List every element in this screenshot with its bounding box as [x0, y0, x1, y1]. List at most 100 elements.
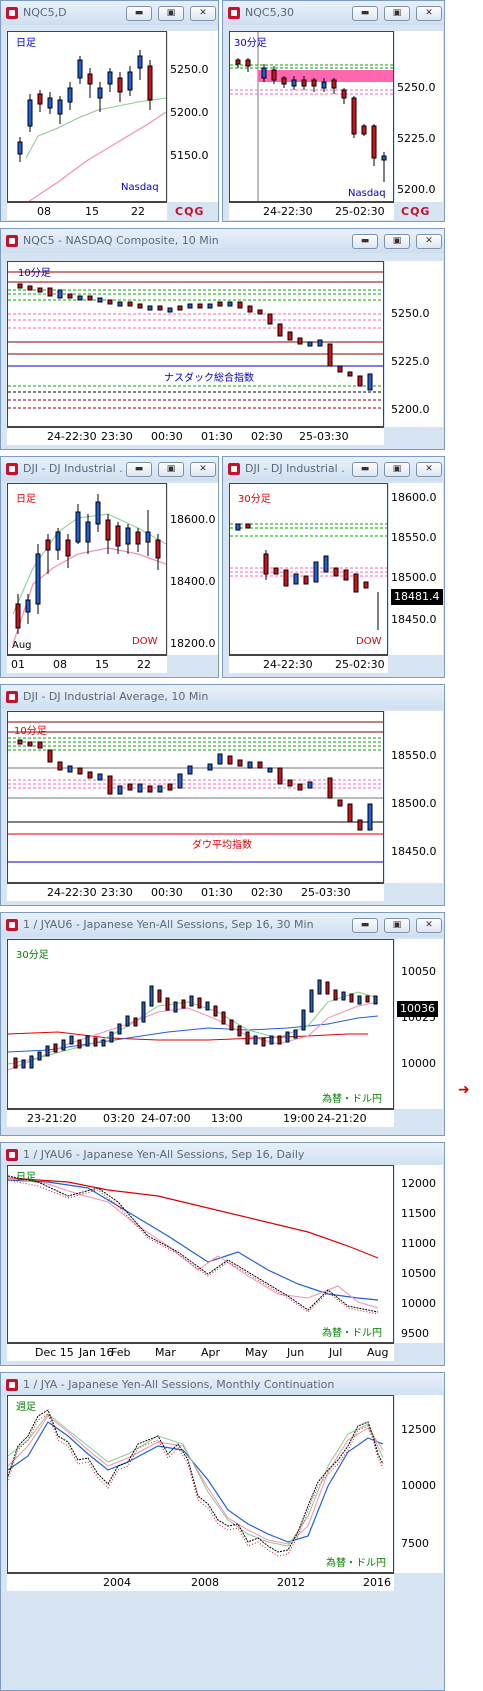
chart-area[interactable]: 日足 Nasdaq — [7, 31, 167, 202]
x-tick: 24-22:30 — [47, 430, 97, 443]
cqg-window-icon — [228, 463, 240, 475]
y-tick: 10000 — [401, 1297, 436, 1310]
y-tick: 5200.0 — [397, 183, 436, 196]
title-bar[interactable]: DJI - DJ Industrial ... ▬ ▣ ✕ — [1, 457, 218, 481]
minimize-button[interactable]: ▬ — [352, 462, 378, 477]
window-title: NQC5 - NASDAQ Composite, 10 Min — [23, 234, 219, 247]
minimize-button[interactable]: ▬ — [352, 6, 378, 21]
x-tick: 2004 — [103, 1576, 131, 1589]
y-axis: 18550.0 18500.0 18450.0 — [385, 711, 443, 883]
x-axis: 2004 2008 2012 2016 — [7, 1573, 394, 1591]
x-tick: 2008 — [191, 1576, 219, 1589]
close-button[interactable]: ✕ — [416, 462, 442, 477]
chart-area[interactable]: 30分足 為替・ドル円 — [7, 939, 394, 1109]
y-tick: 18500.0 — [391, 571, 437, 584]
x-tick: 08 — [53, 658, 67, 671]
chart-area[interactable]: 週足 為替・ドル円 — [7, 1395, 394, 1573]
window-nqc5-30min[interactable]: NQC5,30 ▬ ▣ ✕ — [222, 0, 445, 222]
minimize-button[interactable]: ▬ — [352, 234, 378, 249]
restore-button[interactable]: ▣ — [384, 918, 410, 933]
y-tick: 11500 — [401, 1207, 436, 1220]
title-bar[interactable]: 1 / JYA - Japanese Yen-All Sessions, Mon… — [1, 1373, 444, 1397]
period-label: 日足 — [16, 38, 36, 49]
chart-area[interactable]: 日足 為替・ドル円 — [7, 1165, 394, 1343]
x-axis: 24-22:30 25-02:30 — [229, 655, 388, 673]
title-bar[interactable]: 1 / JYAU6 - Japanese Yen-All Sessions, S… — [1, 913, 444, 937]
x-tick: Jan 16 — [79, 1346, 114, 1359]
x-axis: 08 15 22 — [7, 202, 167, 220]
close-button[interactable]: ✕ — [416, 234, 442, 249]
x-tick: 24-21:20 — [317, 1112, 367, 1125]
y-tick: 10050 — [401, 965, 436, 978]
y-tick: 5250.0 — [397, 81, 436, 94]
window-title: 1 / JYAU6 - Japanese Yen-All Sessions, S… — [23, 1148, 305, 1161]
y-tick: 18550.0 — [391, 531, 437, 544]
x-tick: Feb — [111, 1346, 131, 1359]
window-jpy-daily[interactable]: 1 / JYAU6 - Japanese Yen-All Sessions, S… — [0, 1142, 445, 1366]
chart-area[interactable]: 30分足 Nasdaq — [229, 31, 394, 202]
price-chart — [230, 32, 393, 201]
y-axis: 12000 11500 11000 10500 10000 9500 — [395, 1165, 443, 1343]
price-chart — [8, 721, 383, 863]
instrument-label: DOW — [356, 636, 382, 647]
title-bar[interactable]: NQC5,30 ▬ ▣ ✕ — [223, 1, 444, 25]
close-button[interactable]: ✕ — [416, 6, 442, 21]
period-label: 30分足 — [16, 950, 49, 961]
x-axis: 01 08 15 22 — [7, 655, 167, 673]
title-bar[interactable]: DJI - DJ Industrial Average, 10 Min — [1, 685, 444, 709]
x-axis: 24-22:30 23:30 00:30 01:30 02:30 25-03:3… — [7, 427, 384, 445]
x-tick: 01:30 — [201, 430, 233, 443]
window-dji-30min[interactable]: DJI - DJ Industrial ... ▬ ▣ ✕ 30分足 DOW — [222, 456, 445, 678]
x-tick: 02:30 — [251, 886, 283, 899]
x-tick: 2016 — [363, 1576, 391, 1589]
close-button[interactable]: ✕ — [190, 6, 216, 21]
y-tick: 11000 — [401, 1237, 436, 1250]
chart-area[interactable]: 日足 DOW Aug — [7, 483, 167, 655]
title-bar[interactable]: 1 / JYAU6 - Japanese Yen-All Sessions, S… — [1, 1143, 444, 1167]
window-dow-10min[interactable]: DJI - DJ Industrial Average, 10 Min — [0, 684, 445, 906]
price-chart — [17, 50, 166, 201]
window-dji-daily[interactable]: DJI - DJ Industrial ... ▬ ▣ ✕ — [0, 456, 219, 678]
window-nqc5-daily[interactable]: NQC5,D ▬ ▣ ✕ 日 — [0, 0, 219, 222]
window-jpy-30min[interactable]: 1 / JYAU6 - Japanese Yen-All Sessions, S… — [0, 912, 445, 1136]
restore-button[interactable]: ▣ — [384, 462, 410, 477]
window-jpy-monthly[interactable]: 1 / JYA - Japanese Yen-All Sessions, Mon… — [0, 1372, 445, 1691]
close-button[interactable]: ✕ — [416, 918, 442, 933]
y-axis: 5250.0 5200.0 5150.0 — [168, 31, 218, 202]
close-button[interactable]: ✕ — [190, 462, 216, 477]
scroll-right-arrow-icon[interactable]: ➜ — [458, 1082, 470, 1098]
y-tick: 5200.0 — [391, 403, 430, 416]
x-tick: 23:30 — [101, 430, 133, 443]
title-bar[interactable]: DJI - DJ Industrial ... ▬ ▣ ✕ — [223, 457, 444, 481]
chart-area[interactable]: 10分足 ナスダック総合指数 — [7, 261, 384, 427]
title-bar[interactable]: NQC5,D ▬ ▣ ✕ — [1, 1, 218, 25]
chart-area[interactable]: 30分足 DOW — [229, 483, 388, 655]
y-tick: 9500 — [401, 1327, 429, 1340]
chart-area[interactable]: 10分足 ダウ平均指数 — [7, 711, 384, 883]
title-bar[interactable]: NQC5 - NASDAQ Composite, 10 Min ▬ ▣ ✕ — [1, 229, 444, 253]
window-title: 1 / JYAU6 - Japanese Yen-All Sessions, S… — [23, 918, 314, 931]
cqg-window-icon — [228, 7, 240, 19]
minimize-button[interactable]: ▬ — [126, 462, 152, 477]
restore-button[interactable]: ▣ — [158, 462, 184, 477]
restore-button[interactable]: ▣ — [384, 234, 410, 249]
y-tick: 10500 — [401, 1267, 436, 1280]
x-tick: 25-03:30 — [301, 886, 351, 899]
x-tick: May — [245, 1346, 268, 1359]
y-tick: 18500.0 — [391, 797, 437, 810]
restore-button[interactable]: ▣ — [158, 6, 184, 21]
x-tick: Aug — [367, 1346, 389, 1359]
window-nasdaq-10min[interactable]: NQC5 - NASDAQ Composite, 10 Min ▬ ▣ ✕ — [0, 228, 445, 450]
minimize-button[interactable]: ▬ — [126, 6, 152, 21]
x-axis: 24-22:30 23:30 00:30 01:30 02:30 25-03:3… — [7, 883, 384, 901]
restore-button[interactable]: ▣ — [384, 6, 410, 21]
instrument-label: ダウ平均指数 — [192, 840, 252, 851]
window-title: DJI - DJ Industrial Average, 10 Min — [23, 690, 209, 703]
cqg-logo: CQG — [401, 205, 431, 218]
minimize-button[interactable]: ▬ — [352, 918, 378, 933]
y-tick: 5250.0 — [170, 63, 209, 76]
y-tick: 18600.0 — [170, 513, 216, 526]
x-axis: 23-21:20 03:20 24-07:00 13:00 19:00 24-2… — [7, 1109, 394, 1127]
instrument-label: Nasdaq — [348, 188, 386, 199]
y-axis: 18600.0 18400.0 18200.0 — [168, 483, 218, 655]
